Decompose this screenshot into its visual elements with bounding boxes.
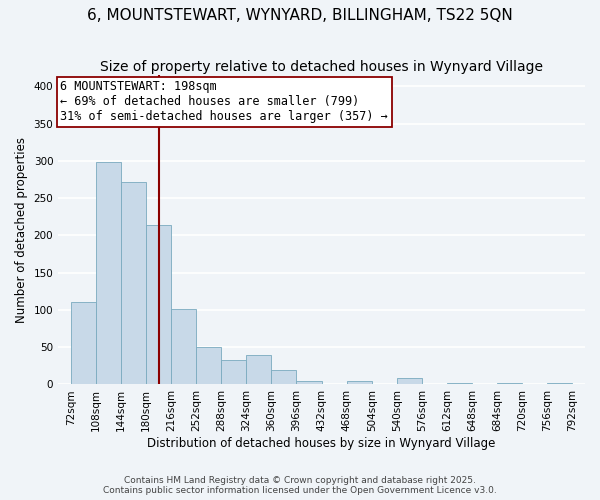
Bar	[196, 347, 221, 385]
Bar	[296, 380, 322, 384]
Title: Size of property relative to detached houses in Wynyard Village: Size of property relative to detached ho…	[100, 60, 543, 74]
Bar	[96, 162, 121, 384]
Text: 6 MOUNTSTEWART: 198sqm
← 69% of detached houses are smaller (799)
31% of semi-de: 6 MOUNTSTEWART: 198sqm ← 69% of detached…	[60, 80, 388, 124]
Bar	[397, 378, 422, 384]
Bar	[247, 354, 271, 384]
X-axis label: Distribution of detached houses by size in Wynyard Village: Distribution of detached houses by size …	[148, 437, 496, 450]
Bar	[347, 380, 372, 384]
Bar	[271, 370, 296, 384]
Bar	[497, 383, 522, 384]
Y-axis label: Number of detached properties: Number of detached properties	[15, 137, 28, 323]
Bar	[171, 309, 196, 384]
Bar	[146, 225, 171, 384]
Bar	[547, 383, 572, 384]
Bar	[447, 383, 472, 384]
Bar	[221, 360, 247, 384]
Text: 6, MOUNTSTEWART, WYNYARD, BILLINGHAM, TS22 5QN: 6, MOUNTSTEWART, WYNYARD, BILLINGHAM, TS…	[87, 8, 513, 22]
Bar	[71, 302, 96, 384]
Text: Contains HM Land Registry data © Crown copyright and database right 2025.
Contai: Contains HM Land Registry data © Crown c…	[103, 476, 497, 495]
Bar	[121, 182, 146, 384]
